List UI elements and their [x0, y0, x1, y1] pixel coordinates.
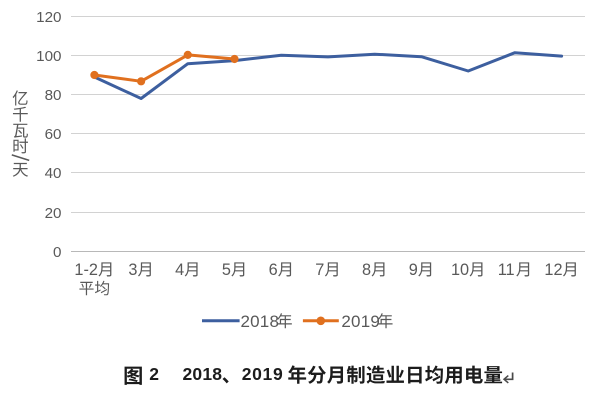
- svg-text:0: 0: [53, 244, 61, 261]
- svg-text:12: 12: [544, 261, 562, 279]
- svg-text:8: 8: [362, 261, 371, 279]
- svg-text:7: 7: [315, 261, 324, 279]
- svg-text:5: 5: [222, 261, 231, 279]
- svg-text:4: 4: [175, 261, 184, 279]
- svg-text:2019: 2019: [341, 312, 380, 331]
- svg-text:3: 3: [128, 261, 137, 279]
- svg-text:2: 2: [149, 364, 159, 384]
- svg-text:40: 40: [45, 165, 62, 182]
- svg-text:2018: 2018: [183, 364, 223, 384]
- svg-text:9: 9: [409, 261, 418, 279]
- svg-text:2018: 2018: [241, 312, 280, 331]
- svg-text:6: 6: [269, 261, 278, 279]
- svg-text:1-2: 1-2: [74, 261, 98, 279]
- svg-text:2019: 2019: [242, 364, 284, 384]
- svg-text:100: 100: [36, 48, 61, 65]
- svg-text:11: 11: [498, 261, 515, 279]
- svg-text:20: 20: [45, 205, 62, 222]
- svg-text:80: 80: [45, 87, 62, 104]
- svg-text:120: 120: [36, 9, 61, 26]
- svg-text:60: 60: [45, 126, 62, 143]
- svg-text:10: 10: [451, 261, 469, 279]
